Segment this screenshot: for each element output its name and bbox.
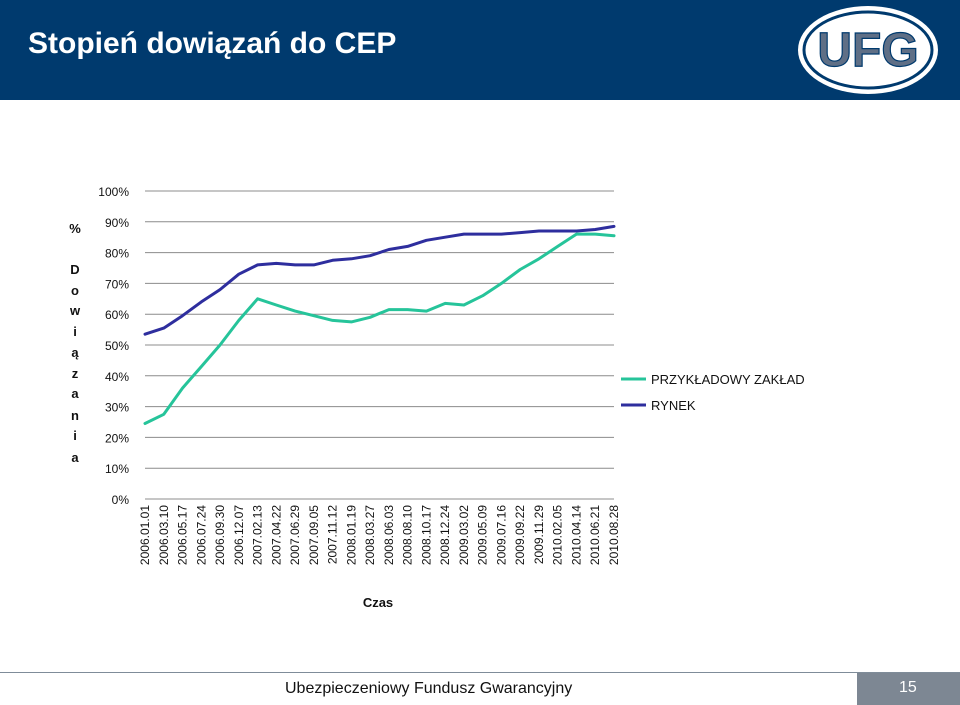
series-line-2	[143, 224, 616, 336]
y-tick-label: 0%	[112, 493, 130, 507]
y-axis-label-char: o	[71, 283, 79, 298]
ufg-logo-icon: UFG	[798, 6, 938, 94]
footer-text: Ubezpieczeniowy Fundusz Gwarancyjny	[285, 680, 573, 697]
logo-text: UFG	[817, 24, 918, 77]
y-axis-label-char: a	[71, 450, 79, 465]
y-tick-label: 100%	[98, 185, 129, 199]
y-axis-label-char: n	[71, 408, 79, 423]
y-axis-label-char: %	[69, 221, 81, 236]
y-tick-label: 70%	[105, 277, 129, 291]
y-tick-label: 20%	[105, 431, 129, 445]
y-axis-label-char: D	[70, 262, 79, 277]
x-tick-label: 2007.04.22	[269, 505, 283, 565]
x-tick-label: 2009.11.29	[532, 505, 546, 564]
x-tick-label: 2010.08.28	[607, 505, 621, 565]
legend-label-1: PRZYKŁADOWY ZAKŁAD	[651, 372, 805, 387]
y-axis-label-char: z	[72, 366, 79, 381]
y-tick-label: 40%	[105, 370, 129, 384]
x-tick-label: 2007.02.13	[251, 505, 265, 565]
x-tick-label: 2006.01.01	[138, 505, 152, 565]
x-tick-label: 2006.07.24	[194, 505, 208, 565]
x-tick-label: 2008.06.03	[382, 505, 396, 565]
x-tick-label: 2008.03.27	[363, 505, 377, 565]
y-axis-label-char: ą	[71, 345, 79, 360]
y-tick-label: 10%	[105, 462, 129, 476]
x-tick-label: 2009.09.22	[513, 505, 527, 565]
x-tick-label: 2008.10.17	[419, 505, 433, 565]
x-tick-label: 2008.08.10	[401, 505, 415, 565]
x-tick-label: 2009.05.09	[476, 505, 490, 565]
x-tick-label: 2006.05.17	[176, 505, 190, 565]
x-tick-label: 2009.07.16	[494, 505, 508, 565]
y-axis-label-char: i	[73, 324, 77, 339]
x-tick-label: 2006.12.07	[232, 505, 246, 565]
y-tick-labels: 0% 10% 20% 30% 40% 50% 60% 70% 80% 90% 100%	[98, 185, 129, 507]
page-number-box: 15	[857, 673, 960, 705]
x-tick-labels: 2006.01.01 2006.03.10 2006.05.17 2006.07.24…	[138, 505, 621, 565]
y-tick-label: 80%	[105, 247, 129, 261]
legend-label-2: RYNEK	[651, 398, 696, 413]
x-tick-label: 2008.12.24	[438, 505, 452, 565]
y-axis-label-char: i	[73, 428, 77, 443]
y-tick-label: 30%	[105, 401, 129, 415]
y-axis-label-char: a	[71, 386, 79, 401]
page-title: Stopień dowiązań do CEP	[28, 27, 397, 60]
x-tick-label: 2010.04.14	[569, 505, 583, 565]
series-line-1	[143, 232, 616, 425]
footer-bar: Ubezpieczeniowy Fundusz Gwarancyjny 15	[0, 673, 960, 705]
x-tick-label: 2006.09.30	[213, 505, 227, 565]
x-axis-label: Czas	[363, 595, 393, 610]
footer-divider	[0, 672, 960, 673]
x-tick-label: 2009.03.02	[457, 505, 471, 565]
page-number: 15	[899, 679, 917, 696]
y-tick-label: 90%	[105, 216, 129, 230]
y-tick-label: 50%	[105, 339, 129, 353]
header-bar: Stopień dowiązań do CEP UFG	[0, 0, 960, 100]
x-tick-label: 2008.01.19	[344, 505, 358, 565]
x-tick-label: 2007.11.12	[326, 505, 340, 564]
y-axis-label-char: w	[69, 303, 81, 318]
gridlines	[145, 190, 614, 500]
x-tick-label: 2010.06.21	[588, 505, 602, 565]
series-lines	[143, 224, 616, 425]
y-tick-label: 60%	[105, 308, 129, 322]
x-tick-label: 2007.06.29	[288, 505, 302, 565]
legend: PRZYKŁADOWY ZAKŁAD RYNEK	[621, 372, 805, 413]
x-tick-label: 2007.09.05	[307, 505, 321, 565]
x-tick-label: 2010.02.05	[551, 505, 565, 565]
x-tick-label: 2006.03.10	[157, 505, 171, 565]
